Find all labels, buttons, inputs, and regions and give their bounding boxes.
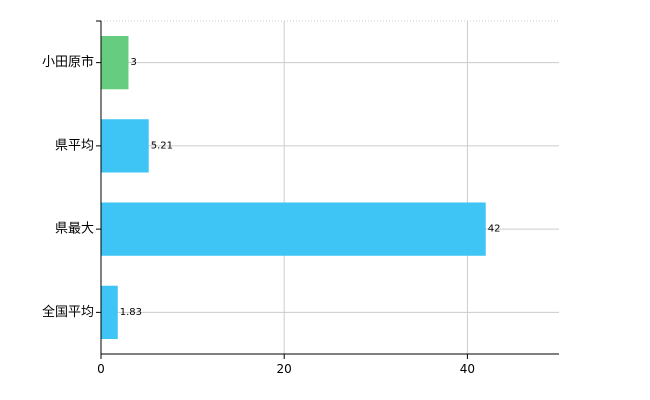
bar bbox=[101, 202, 486, 256]
data-label: 1.83 bbox=[120, 307, 142, 318]
label-layer: 小田原市 3 県平均 5.21 県最大 42 全国平均 1.83 0 20 40 bbox=[42, 20, 501, 376]
grid-layer bbox=[101, 20, 559, 354]
y-tick-label: 全国平均 bbox=[42, 304, 94, 320]
y-tick-label: 県平均 bbox=[55, 138, 94, 153]
data-label: 5.21 bbox=[151, 140, 173, 151]
data-label: 42 bbox=[488, 224, 501, 235]
axis-layer bbox=[100, 21, 559, 355]
bar bbox=[101, 285, 118, 340]
bar-layer bbox=[101, 35, 486, 340]
y-tick-label: 県最大 bbox=[55, 222, 94, 237]
x-tick-label: 0 bbox=[97, 362, 105, 376]
x-tick-label: 20 bbox=[277, 362, 292, 376]
bar bbox=[101, 35, 129, 90]
y-tick-label: 小田原市 bbox=[42, 54, 94, 70]
x-tick-label: 40 bbox=[460, 362, 475, 376]
data-label: 3 bbox=[130, 57, 136, 68]
bar bbox=[101, 119, 149, 173]
